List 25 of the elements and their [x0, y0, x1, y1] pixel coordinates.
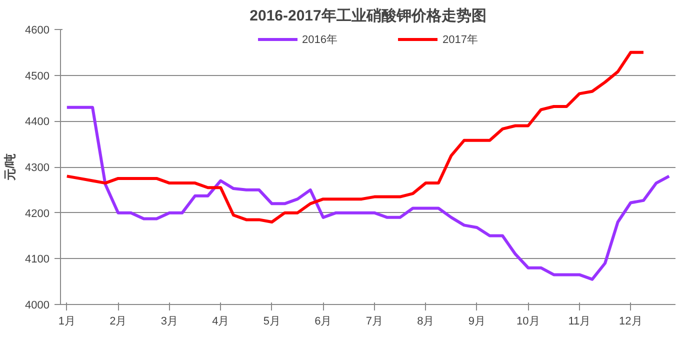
x-tick-label: 10月 — [516, 316, 540, 328]
x-tick-label: 2月 — [110, 316, 127, 328]
x-tick-label: 9月 — [468, 316, 486, 328]
line-series — [65, 106, 671, 281]
y-axis-title: 元/吨 — [3, 153, 18, 182]
y-tick-label: 4000 — [25, 300, 50, 312]
y-tick-label: 4600 — [25, 24, 50, 36]
x-tick-label: 6月 — [314, 316, 332, 328]
y-tick-label: 4400 — [25, 116, 50, 128]
x-tick-label: 12月 — [619, 316, 642, 328]
x-tick-label: 4月 — [212, 316, 230, 328]
legend-label: 2017年 — [442, 32, 478, 46]
y-tick-label: 4100 — [25, 254, 50, 266]
x-tick-label: 7月 — [366, 316, 383, 328]
x-tick-label: 1月 — [58, 316, 76, 328]
x-tick-label: 3月 — [160, 316, 178, 328]
x-tick-label: 11月 — [568, 316, 591, 328]
line-series — [65, 50, 645, 224]
y-tick-label: 4500 — [25, 70, 50, 82]
chart-title: 2016-2017年工业硝酸钾价格走势图 — [250, 8, 486, 24]
x-tick-label: 5月 — [263, 316, 280, 328]
legend-label: 2016年 — [302, 32, 338, 46]
x-tick-label: 8月 — [417, 316, 434, 328]
y-tick-label: 4200 — [25, 208, 50, 220]
y-tick-label: 4300 — [25, 162, 50, 174]
